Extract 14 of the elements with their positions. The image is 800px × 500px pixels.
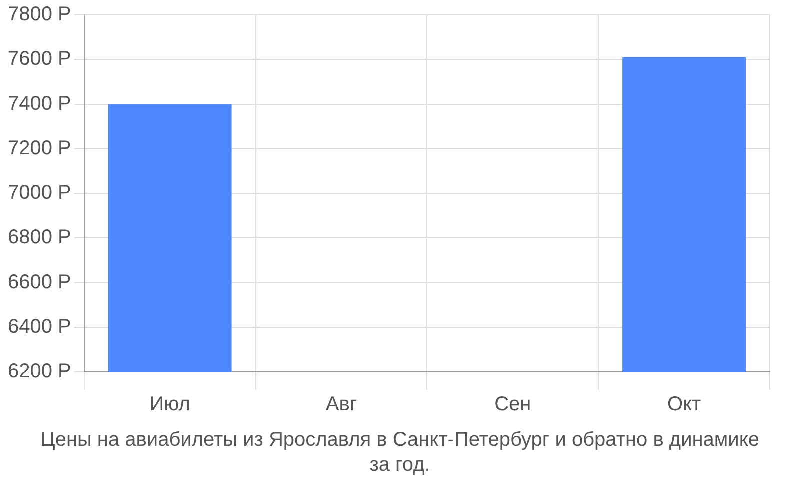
y-tick-label: 7400 Р — [8, 92, 72, 115]
y-tick-label: 6200 Р — [8, 360, 72, 383]
y-tick-label: 6600 Р — [8, 271, 72, 294]
x-tick-label: Июл — [150, 394, 190, 416]
x-tick-label: Сен — [494, 394, 532, 416]
y-tick-label: 7600 Р — [8, 48, 72, 70]
y-tick-label: 7800 Р — [8, 4, 72, 26]
text: Цены на авиабилеты из Ярославля в Санкт-Петербург и обратно в динамике за год. — [40, 428, 760, 478]
y-tick-label: 6800 Р — [8, 226, 72, 249]
x-tick-label: Авг — [326, 394, 358, 416]
y-tick-label: 7200 Р — [8, 137, 72, 160]
y-tick-label: 6400 Р — [8, 316, 72, 338]
y-tick-label: 7000 Р — [8, 182, 72, 204]
x-tick-label: Окт — [667, 394, 702, 416]
